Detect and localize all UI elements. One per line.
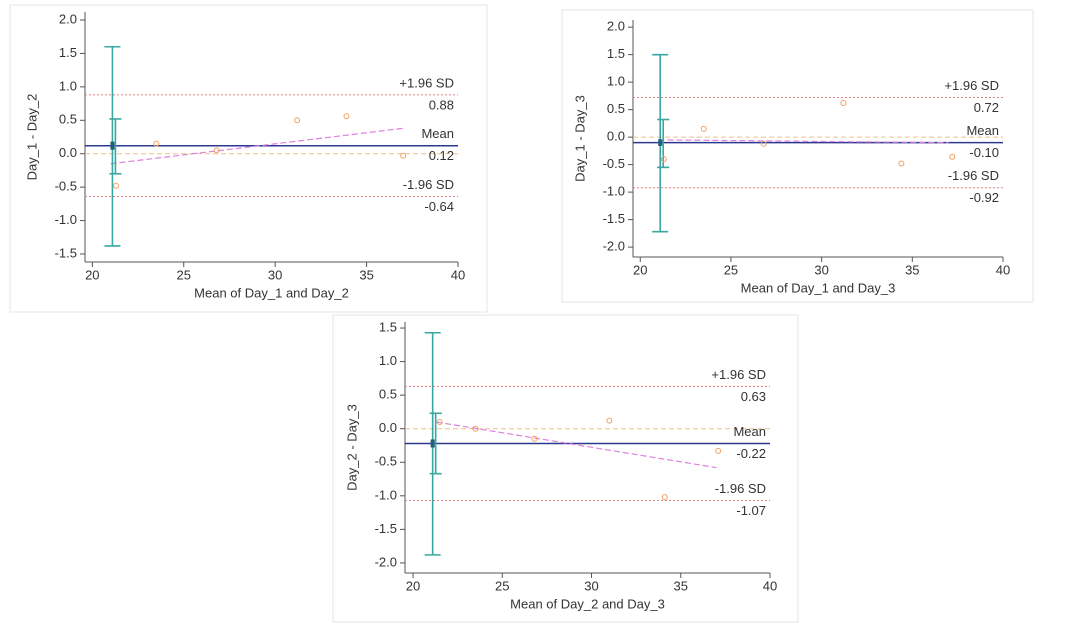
y-tick-label: -0.5 xyxy=(55,179,77,194)
y-tick-label: -1.5 xyxy=(55,245,77,260)
y-tick-label: -1.5 xyxy=(375,521,397,536)
reference-label: -1.96 SD xyxy=(948,168,999,183)
y-tick-label: -0.5 xyxy=(603,156,625,171)
y-tick-label: 0.5 xyxy=(607,101,625,116)
x-tick-label: 20 xyxy=(633,262,647,277)
reference-value: 0.88 xyxy=(429,97,454,112)
data-point xyxy=(472,425,479,432)
data-point xyxy=(153,140,160,147)
y-tick-label: 1.5 xyxy=(379,319,397,334)
y-tick-label: 0.5 xyxy=(379,387,397,402)
data-point xyxy=(606,417,613,424)
reference-value: -0.22 xyxy=(736,446,766,461)
x-tick-label: 25 xyxy=(177,267,191,282)
data-point xyxy=(213,147,220,154)
x-tick-label: 40 xyxy=(996,262,1010,277)
x-tick-label: 20 xyxy=(406,578,420,593)
reference-value: -0.64 xyxy=(424,199,454,214)
reference-value: -0.92 xyxy=(969,190,999,205)
x-tick-label: 25 xyxy=(495,578,509,593)
data-point xyxy=(294,117,301,124)
data-point xyxy=(660,156,667,163)
reference-value: -0.10 xyxy=(969,145,999,160)
data-point xyxy=(400,152,407,159)
y-tick-label: 1.5 xyxy=(607,46,625,61)
x-tick-label: 25 xyxy=(724,262,738,277)
reference-label: +1.96 SD xyxy=(944,78,999,93)
y-tick-label: 2.0 xyxy=(607,19,625,34)
y-tick-label: 0.0 xyxy=(607,129,625,144)
y-axis-label: Day_1 - Day_2 xyxy=(24,94,39,181)
panel xyxy=(332,314,799,623)
data-point xyxy=(949,153,956,160)
data-point xyxy=(715,447,722,454)
y-tick-label: 0.5 xyxy=(59,112,77,127)
y-tick-label: -0.5 xyxy=(375,454,397,469)
reference-value: 0.12 xyxy=(429,148,454,163)
reference-label: +1.96 SD xyxy=(711,367,766,382)
y-tick-label: 1.5 xyxy=(59,45,77,60)
data-point xyxy=(343,113,350,120)
x-tick-label: 40 xyxy=(763,578,777,593)
y-tick-label: -1.0 xyxy=(375,487,397,502)
y-axis-label: Day_2 - Day_3 xyxy=(344,404,359,491)
reference-value: 0.72 xyxy=(974,100,999,115)
y-tick-label: 0.0 xyxy=(379,420,397,435)
x-tick-label: 35 xyxy=(674,578,688,593)
y-tick-label: 2.0 xyxy=(59,11,77,26)
y-tick-label: 1.0 xyxy=(379,353,397,368)
data-point xyxy=(760,140,767,147)
x-tick-label: 30 xyxy=(268,267,282,282)
y-tick-label: 1.0 xyxy=(607,74,625,89)
y-tick-label: -2.0 xyxy=(603,239,625,254)
y-axis-label: Day_1 - Day_3 xyxy=(572,95,587,182)
y-tick-label: 1.0 xyxy=(59,78,77,93)
x-tick-label: 30 xyxy=(584,578,598,593)
regression-line xyxy=(658,139,949,144)
data-point xyxy=(531,435,538,442)
x-tick-label: 30 xyxy=(814,262,828,277)
y-tick-label: -1.5 xyxy=(603,211,625,226)
reference-label: -1.96 SD xyxy=(715,481,766,496)
panel xyxy=(9,4,488,313)
reference-value: -1.07 xyxy=(736,503,766,518)
y-tick-label: 0.0 xyxy=(59,145,77,160)
reference-label: Mean xyxy=(421,126,454,141)
reference-label: -1.96 SD xyxy=(403,177,454,192)
regression-line xyxy=(110,127,404,165)
x-axis-label: Mean of Day_1 and Day_3 xyxy=(741,280,896,295)
reference-label: Mean xyxy=(733,424,766,439)
y-tick-label: -2.0 xyxy=(375,554,397,569)
data-point xyxy=(898,160,905,167)
x-axis-label: Mean of Day_1 and Day_2 xyxy=(194,285,349,300)
data-point xyxy=(700,125,707,132)
x-tick-label: 40 xyxy=(451,267,465,282)
data-point xyxy=(840,100,847,107)
reference-label: Mean xyxy=(966,123,999,138)
regression-line xyxy=(436,421,717,469)
y-tick-label: -1.0 xyxy=(603,184,625,199)
data-point xyxy=(436,418,443,425)
data-point xyxy=(661,494,668,501)
data-point xyxy=(113,182,120,189)
x-tick-label: 35 xyxy=(905,262,919,277)
x-axis-label: Mean of Day_2 and Day_3 xyxy=(510,596,665,611)
reference-value: 0.63 xyxy=(741,389,766,404)
x-tick-label: 20 xyxy=(85,267,99,282)
x-tick-label: 35 xyxy=(359,267,373,282)
reference-label: +1.96 SD xyxy=(399,75,454,90)
y-tick-label: -1.0 xyxy=(55,212,77,227)
